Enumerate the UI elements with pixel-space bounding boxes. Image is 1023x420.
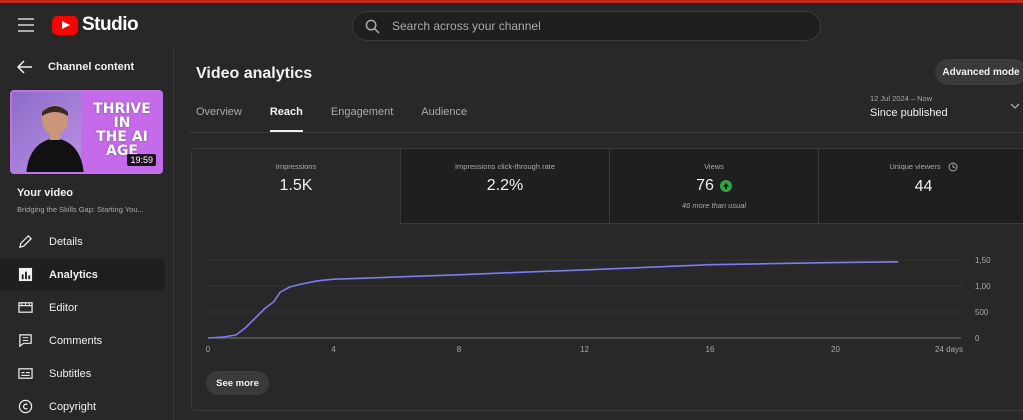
x-tick-label: 8 xyxy=(457,345,462,354)
sidebar-item-label: Details xyxy=(49,235,83,248)
video-thumbnail[interactable]: THRIVE IN THE AI AGE 19:59 xyxy=(10,90,163,174)
video-title: Bridging the Skills Gap: Starting You... xyxy=(17,205,144,214)
metric-unique-viewers[interactable]: Unique viewers 44 xyxy=(819,149,1023,224)
y-tick-label: 1,000 xyxy=(975,282,991,291)
comments-icon xyxy=(19,334,32,348)
date-range-label: Since published xyxy=(870,107,948,119)
x-tick-label: 24 days xyxy=(935,345,963,354)
metric-label-row: Unique viewers xyxy=(819,162,1023,172)
editor-icon xyxy=(18,302,33,313)
metric-views[interactable]: Views 76 46 more than usual xyxy=(610,149,819,224)
x-tick-label: 12 xyxy=(580,345,589,354)
sidebar-item-comments[interactable]: Comments xyxy=(0,324,165,357)
sidebar-item-details[interactable]: Details xyxy=(0,225,165,258)
analytics-icon xyxy=(18,267,33,282)
search-input[interactable] xyxy=(392,19,820,33)
metric-ctr[interactable]: Impressions click-through rate 2.2% xyxy=(401,149,610,224)
back-arrow-icon[interactable] xyxy=(17,60,33,74)
sidebar-item-label: Subtitles xyxy=(49,367,92,380)
search-box[interactable] xyxy=(352,11,821,41)
logo-text: Studio xyxy=(82,14,139,35)
sidebar-item-copyright[interactable]: Copyright xyxy=(0,390,165,420)
thumbnail-overlay-text: THRIVE IN THE AI AGE xyxy=(91,102,153,158)
tab-overview[interactable]: Overview xyxy=(196,106,242,118)
metric-label: Impressions xyxy=(275,162,317,171)
metric-value-text: 44 xyxy=(914,178,933,196)
tab-reach[interactable]: Reach xyxy=(269,106,303,132)
sidebar-item-label: Editor xyxy=(49,301,78,314)
metrics-card: Impressions 1.5K Impressions click-throu… xyxy=(191,148,1023,411)
advanced-mode-button[interactable]: Advanced mode xyxy=(935,59,1023,85)
metric-value: 76 xyxy=(610,177,818,195)
tab-divider xyxy=(189,132,1023,133)
tab-engagement[interactable]: Engagement xyxy=(330,106,394,118)
page-title: Video analytics xyxy=(196,65,313,82)
x-tick-label: 4 xyxy=(331,345,336,354)
youtube-logo-icon xyxy=(52,15,78,35)
your-video-label: Your video xyxy=(17,187,74,199)
top-bar: Studio xyxy=(0,0,1023,48)
sidebar-nav: Details Analytics Editor xyxy=(0,225,174,420)
metric-value-text: 2.2% xyxy=(486,177,524,194)
sidebar-item-subtitles[interactable]: Subtitles xyxy=(0,357,165,390)
sidebar-item-label: Analytics xyxy=(49,268,98,281)
sidebar-item-analytics[interactable]: Analytics xyxy=(0,258,165,291)
metric-tabs: Impressions 1.5K Impressions click-throu… xyxy=(192,149,1023,224)
back-label: Channel content xyxy=(48,61,135,73)
y-tick-label: 0 xyxy=(975,334,980,343)
analytics-tabs: Overview Reach Engagement Audience xyxy=(196,106,495,132)
thumbnail-text-line-1: THRIVE IN xyxy=(93,101,151,131)
presenter-image xyxy=(26,105,84,172)
clock-icon[interactable] xyxy=(948,162,958,172)
trend-up-icon xyxy=(719,180,732,192)
see-more-button[interactable]: See more xyxy=(206,371,269,395)
sidebar: Channel content THRIVE IN THE AI AGE 19:… xyxy=(0,48,174,420)
video-duration: 19:59 xyxy=(127,154,156,166)
studio-logo[interactable]: Studio xyxy=(52,13,139,37)
metric-value: 44 xyxy=(819,178,1023,196)
metric-label: Views xyxy=(704,162,724,171)
metric-impressions[interactable]: Impressions 1.5K xyxy=(192,149,401,224)
tab-audience[interactable]: Audience xyxy=(421,106,468,118)
date-range-selector[interactable]: 12 Jul 2024 – Now Since published xyxy=(870,94,948,119)
y-tick-label: 500 xyxy=(975,308,989,317)
series-line xyxy=(207,261,899,339)
metric-label: Impressions click-through rate xyxy=(454,162,556,171)
sidebar-item-editor[interactable]: Editor xyxy=(0,291,165,324)
pencil-icon xyxy=(19,235,32,248)
metric-value-text: 1.5K xyxy=(279,177,313,194)
metric-label: Unique viewers xyxy=(889,162,941,171)
subtitles-icon xyxy=(18,368,33,379)
x-tick-label: 0 xyxy=(206,345,211,354)
metric-value: 1.5K xyxy=(192,177,400,195)
y-tick-label: 1,500 xyxy=(975,256,991,265)
sidebar-item-label: Copyright xyxy=(49,400,97,413)
impressions-line-chart: 0 500 1,000 1,500 0 4 8 12 16 20 24 days xyxy=(206,256,991,354)
x-tick-label: 16 xyxy=(706,345,715,354)
metric-value-text: 76 xyxy=(696,177,714,194)
metric-value: 2.2% xyxy=(401,177,609,195)
search-icon[interactable] xyxy=(365,19,380,34)
menu-icon[interactable] xyxy=(18,18,34,32)
x-tick-label: 20 xyxy=(831,345,840,354)
date-range-dates: 12 Jul 2024 – Now xyxy=(870,94,933,103)
sidebar-item-label: Comments xyxy=(49,334,103,347)
chevron-down-icon[interactable] xyxy=(1010,102,1020,110)
back-to-channel-content[interactable]: Channel content xyxy=(0,56,174,78)
metric-note: 46 more than usual xyxy=(681,201,747,210)
main-content: Video analytics Advanced mode Overview R… xyxy=(175,48,1023,420)
copyright-icon xyxy=(18,399,33,414)
